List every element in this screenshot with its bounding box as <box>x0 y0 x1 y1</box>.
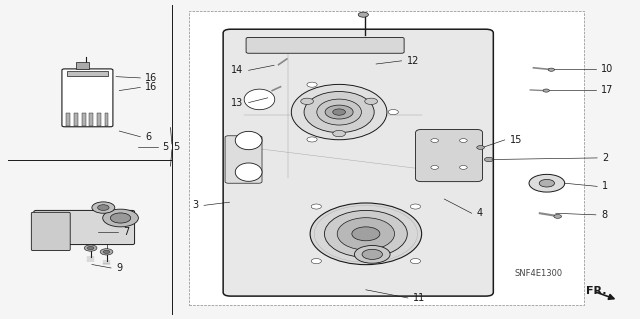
Circle shape <box>102 209 138 227</box>
Text: 12: 12 <box>406 56 419 66</box>
Text: 14: 14 <box>231 65 244 75</box>
Text: 13: 13 <box>231 98 244 108</box>
Text: 4: 4 <box>477 208 483 218</box>
FancyBboxPatch shape <box>246 37 404 53</box>
Text: FR.: FR. <box>586 286 607 296</box>
Circle shape <box>103 250 109 253</box>
Text: 6: 6 <box>145 132 152 142</box>
Circle shape <box>92 202 115 213</box>
Text: 16: 16 <box>145 82 157 93</box>
Circle shape <box>477 145 484 149</box>
Circle shape <box>554 214 561 218</box>
Circle shape <box>543 89 549 92</box>
Text: SNF4E1300: SNF4E1300 <box>514 269 562 278</box>
Circle shape <box>410 259 420 263</box>
Circle shape <box>100 249 113 255</box>
FancyBboxPatch shape <box>76 62 89 69</box>
Ellipse shape <box>337 218 394 250</box>
Bar <box>74 113 78 125</box>
Bar <box>82 113 86 125</box>
Ellipse shape <box>324 211 407 257</box>
Circle shape <box>84 245 97 251</box>
Text: 11: 11 <box>413 293 426 303</box>
FancyBboxPatch shape <box>223 29 493 296</box>
Circle shape <box>333 130 346 137</box>
Circle shape <box>110 213 131 223</box>
Text: 17: 17 <box>601 85 613 95</box>
Circle shape <box>431 139 438 142</box>
Bar <box>67 71 108 77</box>
Ellipse shape <box>310 203 422 265</box>
Circle shape <box>484 157 493 162</box>
Text: 9: 9 <box>116 263 122 273</box>
Text: 7: 7 <box>123 227 129 237</box>
Circle shape <box>311 204 321 209</box>
Text: 3: 3 <box>193 200 199 210</box>
Text: 15: 15 <box>510 135 522 145</box>
Circle shape <box>307 137 317 142</box>
Circle shape <box>355 246 390 263</box>
Text: 2: 2 <box>602 153 609 163</box>
Circle shape <box>98 205 109 211</box>
Circle shape <box>311 259 321 263</box>
Bar <box>97 113 100 125</box>
Circle shape <box>410 204 420 209</box>
Circle shape <box>460 139 467 142</box>
FancyBboxPatch shape <box>34 211 134 245</box>
Circle shape <box>325 105 353 119</box>
Text: 5: 5 <box>163 142 169 152</box>
Ellipse shape <box>317 99 362 125</box>
FancyBboxPatch shape <box>31 212 70 250</box>
Text: 8: 8 <box>601 210 607 220</box>
Ellipse shape <box>236 163 262 181</box>
Circle shape <box>362 249 383 259</box>
Bar <box>67 113 70 125</box>
Circle shape <box>301 98 314 105</box>
Circle shape <box>365 98 378 105</box>
Ellipse shape <box>304 92 374 133</box>
Ellipse shape <box>244 89 275 110</box>
Circle shape <box>352 227 380 241</box>
Bar <box>104 113 108 125</box>
Circle shape <box>388 109 398 115</box>
Circle shape <box>540 179 554 187</box>
Circle shape <box>333 109 346 115</box>
Text: 10: 10 <box>601 64 613 74</box>
Ellipse shape <box>236 131 262 150</box>
Circle shape <box>431 166 438 169</box>
Circle shape <box>548 68 554 71</box>
Ellipse shape <box>291 85 387 140</box>
FancyBboxPatch shape <box>415 130 483 182</box>
Circle shape <box>88 247 94 250</box>
Text: 1: 1 <box>602 182 609 191</box>
Circle shape <box>529 174 564 192</box>
Circle shape <box>358 12 369 17</box>
FancyBboxPatch shape <box>62 69 113 127</box>
FancyBboxPatch shape <box>225 136 262 183</box>
Bar <box>90 113 93 125</box>
FancyBboxPatch shape <box>189 11 584 305</box>
Text: 16: 16 <box>145 73 157 83</box>
Circle shape <box>460 166 467 169</box>
Text: 5: 5 <box>173 142 180 152</box>
Circle shape <box>307 82 317 87</box>
